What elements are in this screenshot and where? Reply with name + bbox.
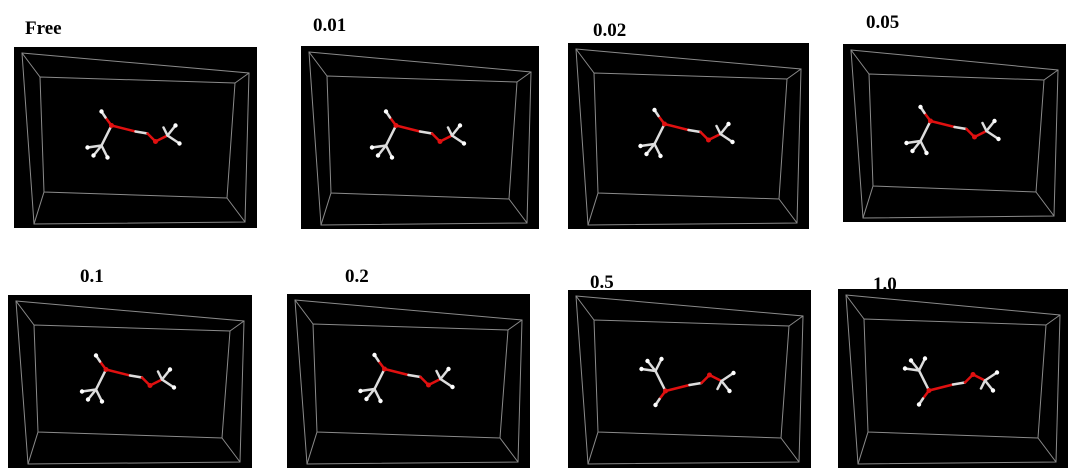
panel: 0.5 [568,272,811,468]
atom [992,119,996,123]
atom [438,139,443,144]
atom [917,402,921,406]
atom [663,389,668,394]
atom [923,356,927,360]
panel-label: 0.05 [866,12,899,33]
atom [358,389,362,393]
viewport [568,290,811,468]
atom [173,123,177,127]
panel: 0.01 [301,15,539,229]
page: Free0.010.020.050.10.20.51.0 (() => { co… [0,0,1075,471]
atom [153,139,158,144]
atom [971,372,976,377]
panel: 0.2 [287,266,530,468]
atom [426,383,431,388]
atom [991,388,995,392]
atom [86,397,90,401]
atom [99,109,103,113]
atom [638,144,642,148]
panel: 0.1 [8,266,252,468]
atom [928,119,933,124]
panel-label: 0.1 [80,266,104,287]
panel-label: Free [25,18,62,39]
atom [462,141,466,145]
atom [450,385,454,389]
atom [376,153,380,157]
panel-label: 0.2 [345,266,369,287]
viewport [301,46,539,229]
panel: 1.0 [838,274,1068,468]
atom [370,145,374,149]
atom [80,389,84,393]
viewport [14,47,257,228]
atom [731,371,735,375]
atom [394,123,399,128]
atom [644,152,648,156]
figure: Free 0.01 0.02 0.05 0.1 0.2 0.5 1.0 [0,0,1075,471]
atom [639,367,643,371]
panel-label: 0.01 [313,15,346,36]
atom [382,367,387,372]
viewport [843,44,1066,222]
viewport [8,295,252,468]
atom [177,141,181,145]
atom [904,141,908,145]
atom [653,403,657,407]
atom [909,358,913,362]
atom [384,109,388,113]
atom [726,122,730,126]
panel: 0.02 [568,20,809,229]
atom [645,359,649,363]
atom [910,149,914,153]
atom [390,155,394,159]
atom [168,367,172,371]
atom [662,122,667,127]
viewport [568,43,809,229]
atom [85,145,89,149]
atom [364,397,368,401]
panel-label: 0.5 [590,272,614,293]
atom [372,353,376,357]
atom [148,383,153,388]
atom [100,399,104,403]
atom [105,155,109,159]
atom [109,123,114,128]
atom [927,388,932,393]
viewport [287,294,530,468]
atom [972,135,977,140]
atom [446,367,450,371]
panel-label: 0.02 [593,20,626,41]
atom [458,123,462,127]
viewport [838,289,1068,468]
atom [172,385,176,389]
atom [658,154,662,158]
panel: 0.05 [843,12,1066,222]
atom [652,108,656,112]
atom [104,367,109,372]
atom [995,370,999,374]
atom [707,373,712,378]
atom [924,151,928,155]
atom [918,105,922,109]
atom [727,389,731,393]
panel: Free [14,18,257,228]
atom [659,357,663,361]
atom [91,153,95,157]
atom [730,140,734,144]
atom [94,353,98,357]
atom [378,399,382,403]
atom [996,137,1000,141]
atom [706,138,711,143]
atom [903,366,907,370]
